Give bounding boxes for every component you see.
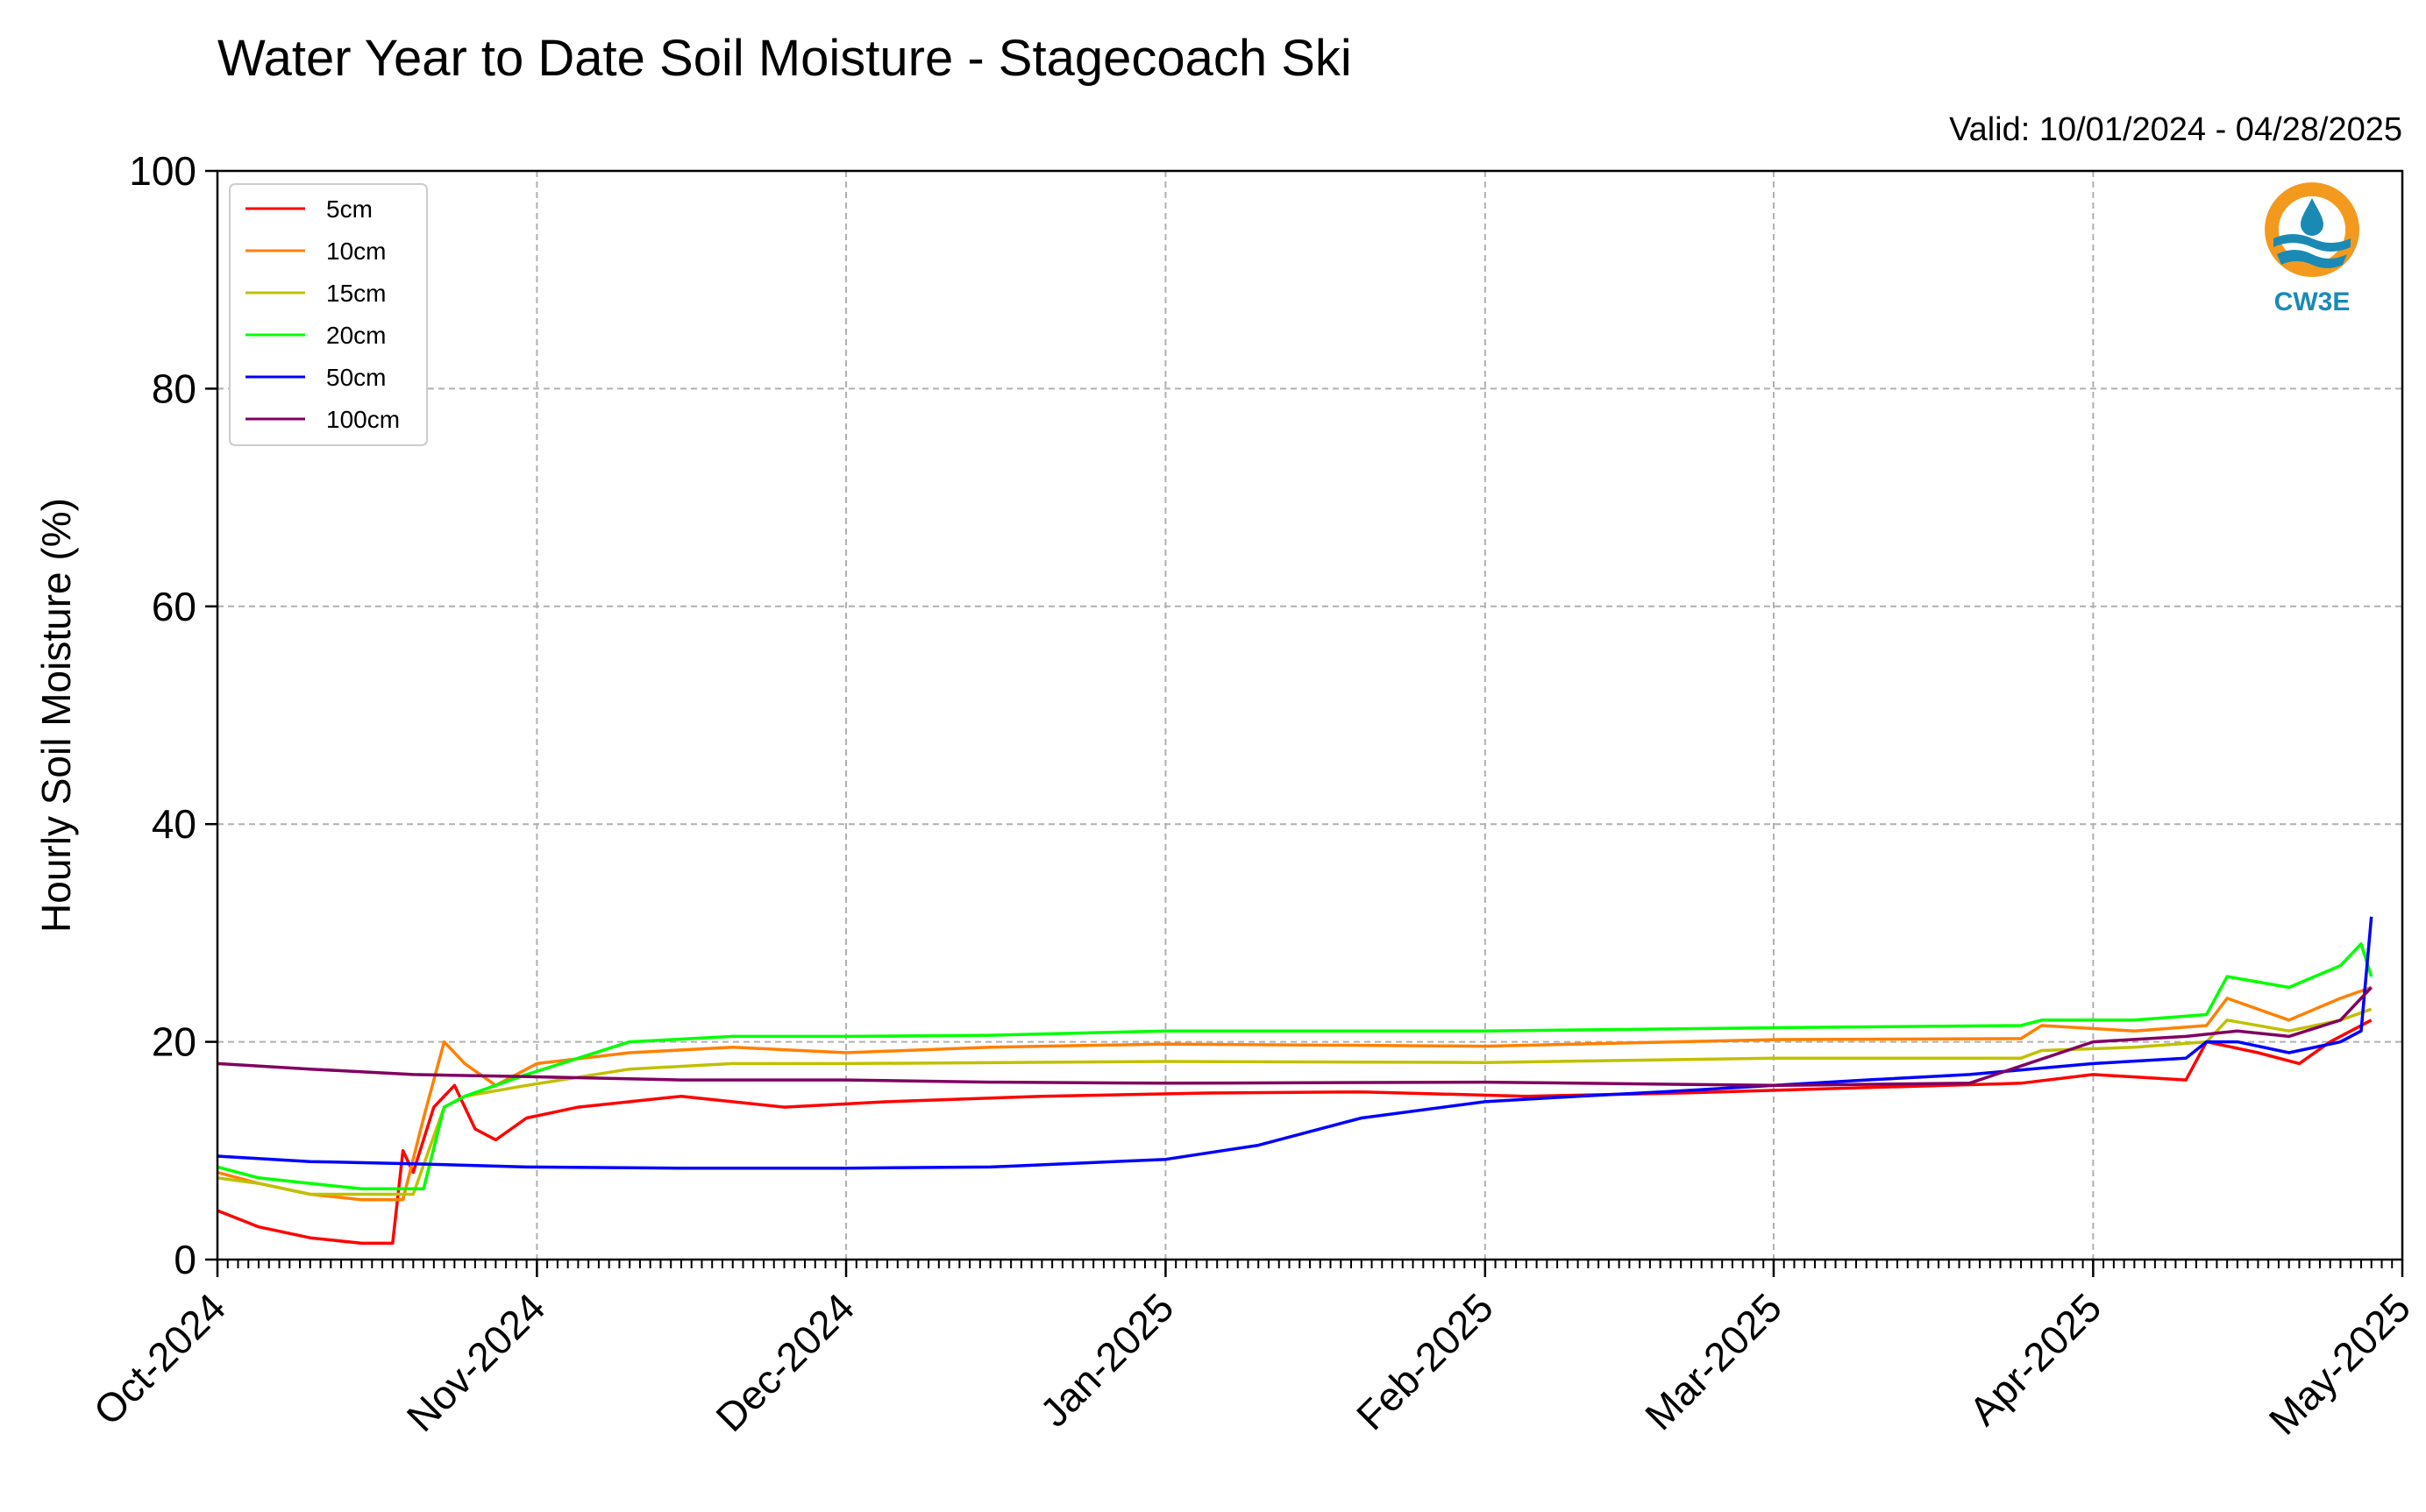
grid-lines: [217, 171, 2402, 1260]
series-lines: [217, 916, 2373, 1246]
legend-label-100cm: 100cm: [326, 406, 400, 433]
droplet-icon: [2301, 198, 2323, 236]
y-tick-label: 40: [152, 801, 196, 847]
chart-title: Water Year to Date Soil Moisture - Stage…: [217, 30, 1352, 87]
logo-wave-1: [2273, 234, 2351, 252]
y-axis-label: Hourly Soil Moisture (%): [33, 498, 79, 933]
y-tick-label: 80: [152, 366, 196, 411]
x-tick-label: Nov-2024: [398, 1284, 554, 1440]
legend: 5cm 10cm 15cm 20cm 50cm 100cm: [229, 183, 428, 446]
plot-frame: [216, 169, 2404, 1261]
y-tick-label: 20: [152, 1019, 196, 1065]
legend-label-15cm: 15cm: [326, 280, 386, 307]
logo-wave-2: [2277, 250, 2347, 268]
series-line-50cm: [217, 916, 2373, 1170]
legend-label-50cm: 50cm: [326, 364, 386, 391]
y-tick-label: 60: [152, 584, 196, 629]
x-tick-label: Feb-2025: [1348, 1284, 1502, 1438]
y-tick-label: 0: [174, 1237, 196, 1282]
series-line-10cm: [217, 985, 2373, 1202]
series-line-100cm: [217, 986, 2373, 1088]
cw3e-logo: CW3E: [2265, 182, 2359, 316]
legend-label-5cm: 5cm: [326, 195, 373, 223]
legend-label-10cm: 10cm: [326, 238, 386, 265]
chart-subtitle: Valid: 10/01/2024 - 04/28/2025: [1949, 111, 2402, 148]
x-tick-label: Mar-2025: [1636, 1284, 1790, 1438]
series-line-15cm: [217, 1007, 2373, 1196]
series-line-20cm: [217, 942, 2373, 1191]
series-line-5cm: [217, 1019, 2373, 1246]
logo-text: CW3E: [2274, 287, 2351, 316]
x-tick-label: Jan-2025: [1031, 1284, 1182, 1435]
x-tick-label: Dec-2024: [707, 1284, 863, 1440]
logo-ring: [2265, 182, 2359, 277]
axis-ticks: 0 20 40 60 80 100 Oct-2024 Nov-2024 Dec-2024 Jan-…: [85, 148, 2420, 1444]
y-tick-label: 100: [129, 148, 196, 194]
x-tick-label: May-2025: [2260, 1284, 2419, 1443]
x-tick-label: Apr-2025: [1960, 1284, 2110, 1434]
legend-label-20cm: 20cm: [326, 322, 386, 349]
x-tick-label: Oct-2024: [85, 1284, 235, 1434]
